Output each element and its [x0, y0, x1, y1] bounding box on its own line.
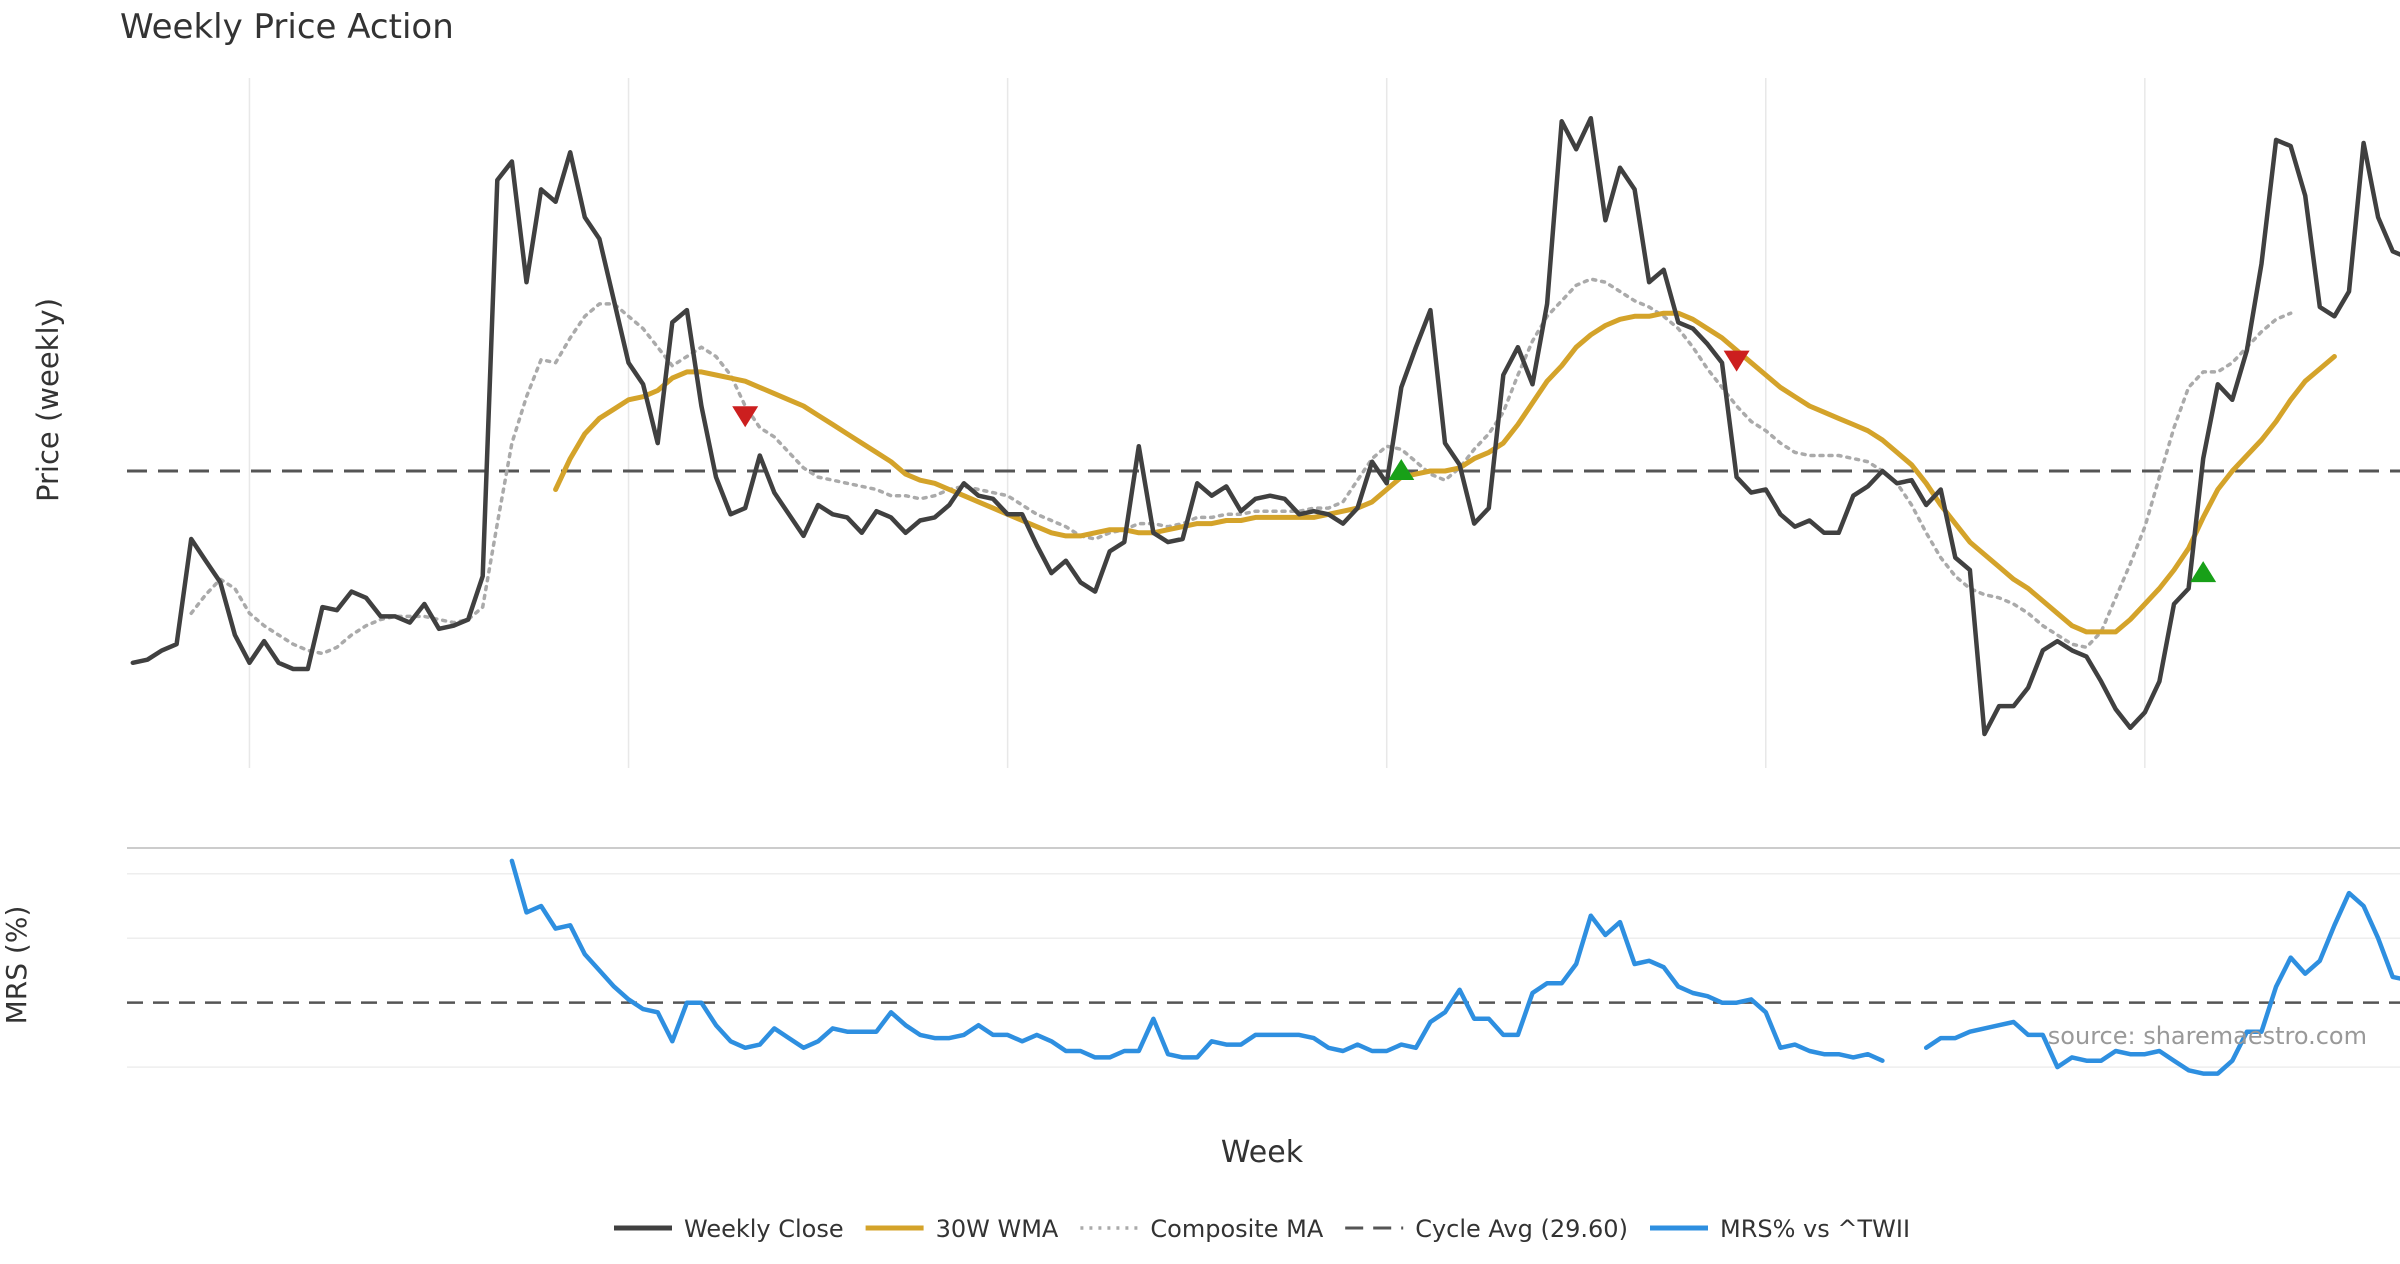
- mrs-y-axis-label: MRS (%): [0, 906, 33, 1025]
- wma-series-line: [553, 310, 2337, 635]
- legend-item-cycle: Cycle Avg (29.60): [1345, 1215, 1628, 1243]
- price-series: [130, 115, 2400, 737]
- mrs-series-line: [509, 858, 1885, 1063]
- legend-item-close: Weekly Close: [614, 1215, 844, 1243]
- sell-signal-marker: [732, 406, 759, 428]
- legend-label-cycle: Cycle Avg (29.60): [1415, 1215, 1628, 1243]
- price-grid: [248, 78, 2146, 768]
- legend-item-wma: 30W WMA: [865, 1215, 1059, 1243]
- x-axis-label: Week: [1221, 1135, 1304, 1170]
- mrs-grid: [127, 873, 2400, 1068]
- mrs-series-line: [1923, 890, 2400, 1076]
- legend-label-wma: 30W WMA: [936, 1215, 1059, 1243]
- chart-title: Weekly Price Action: [120, 7, 454, 47]
- legend-item-composite: Composite MA: [1080, 1215, 1324, 1243]
- mrs-series: [509, 858, 2400, 1076]
- composite-series-line: [189, 277, 2293, 656]
- buy-signal-marker: [1388, 458, 1415, 480]
- buy-signal-marker: [2190, 561, 2217, 583]
- legend-label-close: Weekly Close: [684, 1215, 844, 1243]
- legend-item-mrs: MRS% vs ^TWII: [1650, 1215, 1910, 1243]
- price-y-axis-label: Price (weekly): [31, 298, 65, 502]
- close-series-line: [130, 115, 2400, 737]
- source-watermark: source: sharemaestro.com: [2048, 1022, 2367, 1050]
- legend-label-mrs: MRS% vs ^TWII: [1720, 1215, 1910, 1243]
- legend-label-composite: Composite MA: [1150, 1215, 1323, 1243]
- signal-markers: [732, 350, 2217, 583]
- sell-signal-marker: [1723, 350, 1750, 372]
- legend: Weekly Close 30W WMA Composite MA Cycle Avg…: [614, 1215, 1910, 1243]
